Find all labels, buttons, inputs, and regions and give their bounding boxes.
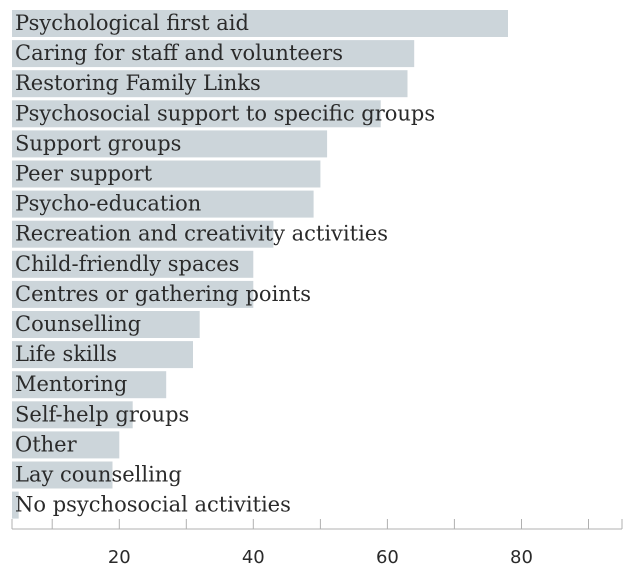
bar bbox=[12, 491, 19, 519]
category-label: Restoring Family Links bbox=[15, 71, 261, 95]
x-axis-ticks: 20 40 60 80 bbox=[11, 519, 623, 566]
bar bbox=[12, 10, 508, 37]
category-label: No psychosocial activities bbox=[15, 493, 291, 517]
category-label: Psychological first aid bbox=[15, 11, 249, 35]
category-labels-group: Psychological first aid Caring for staff … bbox=[15, 11, 435, 517]
category-label: Support groups bbox=[15, 131, 181, 155]
category-label: Psycho-education bbox=[15, 192, 201, 216]
x-tick-label: 20 bbox=[108, 547, 131, 566]
bar bbox=[12, 371, 167, 399]
bar bbox=[12, 401, 133, 429]
category-label: Mentoring bbox=[15, 372, 127, 396]
bar bbox=[12, 461, 113, 489]
bar bbox=[12, 70, 408, 98]
bar bbox=[12, 130, 328, 158]
category-label: Counselling bbox=[15, 312, 141, 336]
category-label: Recreation and creativity activities bbox=[15, 222, 388, 246]
bar bbox=[12, 190, 314, 218]
category-label: Centres or gathering points bbox=[15, 282, 311, 306]
bar bbox=[12, 160, 321, 188]
bar bbox=[12, 100, 381, 128]
bar bbox=[12, 311, 200, 338]
category-label: Child-friendly spaces bbox=[15, 252, 239, 276]
category-label: Peer support bbox=[15, 162, 153, 186]
category-label: Caring for staff and volunteers bbox=[15, 41, 343, 65]
bar bbox=[12, 220, 274, 248]
bars-group bbox=[12, 10, 508, 519]
bar bbox=[12, 431, 120, 459]
bar bbox=[12, 40, 415, 68]
category-label: Psychosocial support to specific groups bbox=[15, 101, 435, 125]
category-label: Lay counselling bbox=[15, 463, 182, 487]
bar bbox=[12, 341, 193, 369]
category-label: Self-help groups bbox=[15, 402, 189, 426]
category-label: Other bbox=[15, 432, 78, 456]
category-label: Life skills bbox=[15, 342, 117, 366]
bar bbox=[12, 280, 254, 308]
x-tick-label: 80 bbox=[510, 547, 533, 566]
x-tick-label: 40 bbox=[242, 547, 265, 566]
x-tick-label: 60 bbox=[376, 547, 399, 566]
bar bbox=[12, 250, 254, 278]
